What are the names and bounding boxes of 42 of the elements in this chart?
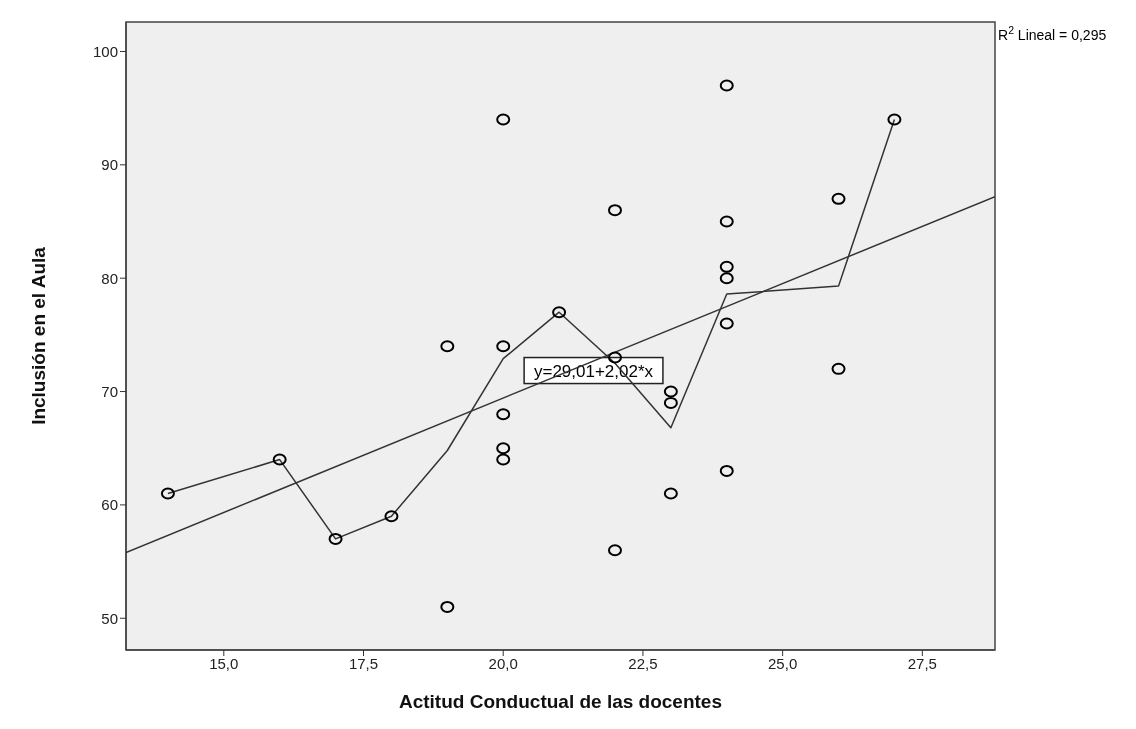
y-tick-label: 60 bbox=[101, 496, 118, 514]
text: R$^{2}$ Lineal = 0,295 bbox=[998, 24, 1107, 43]
point bbox=[607, 544, 622, 557]
y-axis-title: Inclusión en el Aula bbox=[27, 246, 49, 425]
x-tick-label: 25,0 bbox=[768, 654, 798, 672]
x-tick-label: 15,0 bbox=[209, 654, 239, 672]
point bbox=[887, 113, 902, 126]
point bbox=[831, 362, 846, 375]
point bbox=[831, 192, 846, 205]
point bbox=[440, 600, 455, 613]
point bbox=[496, 340, 511, 353]
point bbox=[440, 340, 455, 353]
point bbox=[272, 453, 287, 466]
point bbox=[719, 215, 734, 228]
y-tick-label: 80 bbox=[101, 269, 118, 287]
point bbox=[328, 532, 343, 545]
y-tick-label: 100 bbox=[92, 42, 118, 60]
point bbox=[719, 317, 734, 330]
y-tick-label: 90 bbox=[101, 156, 118, 174]
point bbox=[496, 442, 511, 455]
point bbox=[719, 260, 734, 273]
x-tick-label: 20,0 bbox=[488, 654, 518, 672]
x-tick-label: 27,5 bbox=[907, 654, 937, 672]
y-tick-label: 50 bbox=[101, 609, 118, 627]
y-tick-label: 70 bbox=[101, 382, 118, 400]
x-axis-title: Actitud Conductual de las docentes bbox=[398, 691, 723, 712]
x-tick-label: 17,5 bbox=[348, 654, 379, 672]
point bbox=[663, 396, 678, 409]
point bbox=[719, 464, 734, 477]
point bbox=[496, 453, 511, 466]
point bbox=[663, 385, 678, 398]
point bbox=[719, 272, 734, 285]
point bbox=[607, 204, 622, 217]
point bbox=[496, 113, 511, 126]
point bbox=[607, 351, 622, 364]
x-tick-label: 22,5 bbox=[628, 654, 658, 672]
point bbox=[719, 79, 734, 92]
point bbox=[384, 510, 399, 523]
point bbox=[496, 408, 511, 421]
point bbox=[552, 306, 567, 319]
point bbox=[160, 487, 175, 500]
point bbox=[663, 487, 678, 500]
